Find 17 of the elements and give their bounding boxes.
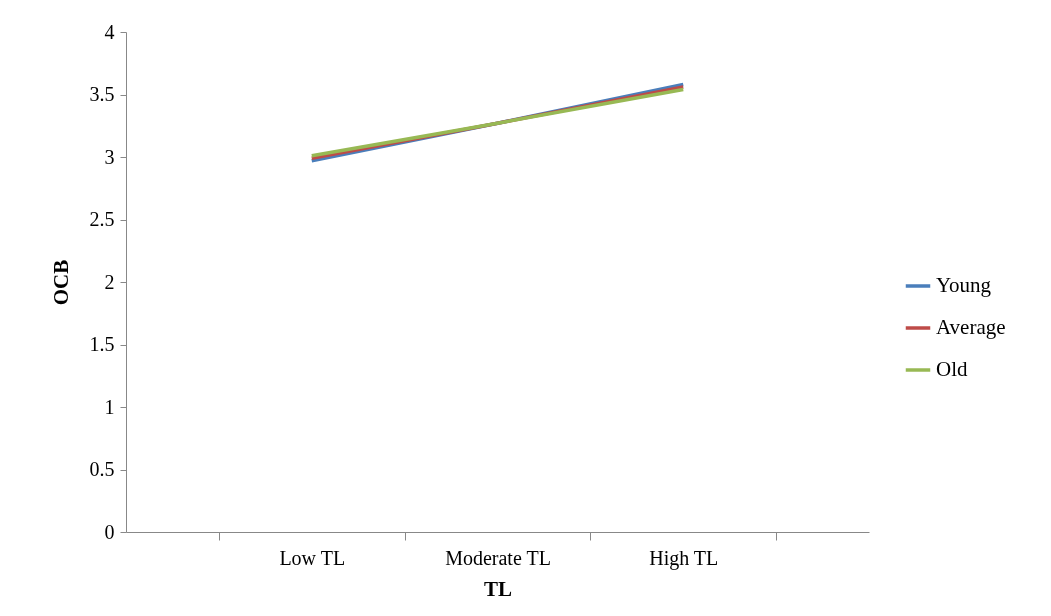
y-tick-label: 3	[104, 145, 115, 168]
legend-label: Young	[936, 273, 992, 297]
x-tick-label: Low TL	[279, 546, 346, 569]
y-tick-label: 4	[104, 20, 115, 43]
y-tick-label: 1	[104, 395, 115, 418]
y-tick-label: 0	[104, 520, 115, 543]
y-axis-title: OCB	[48, 259, 73, 306]
x-tick-label: High TL	[649, 546, 719, 570]
y-tick-label: 3.5	[89, 83, 115, 105]
x-tick-label: Moderate TL	[445, 546, 551, 569]
y-tick-label: 2.5	[89, 208, 115, 230]
y-tick-label: 2	[104, 270, 115, 293]
y-tick-label: 0.5	[89, 458, 115, 480]
y-tick-label: 1.5	[89, 333, 115, 355]
x-axis-title: TL	[483, 576, 513, 601]
legend-label: Old	[936, 357, 968, 381]
legend-label: Average	[936, 315, 1006, 339]
